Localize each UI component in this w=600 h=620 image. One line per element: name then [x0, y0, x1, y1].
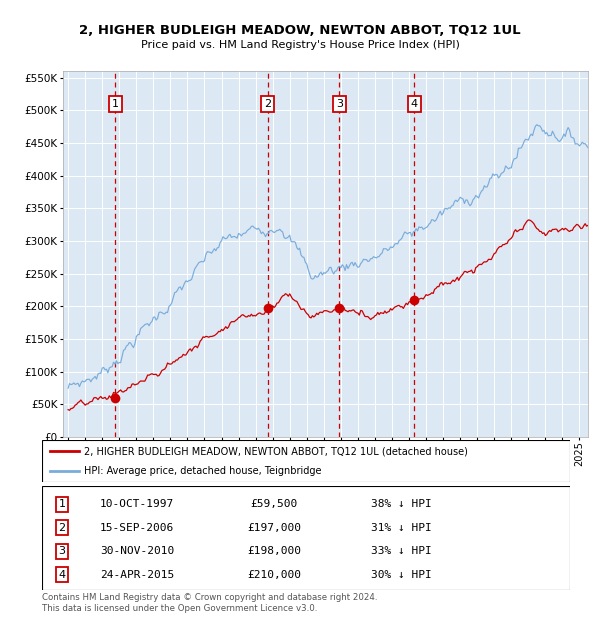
Text: £197,000: £197,000 [247, 523, 301, 533]
Text: 30% ↓ HPI: 30% ↓ HPI [371, 570, 431, 580]
Text: This data is licensed under the Open Government Licence v3.0.: This data is licensed under the Open Gov… [42, 604, 317, 613]
Text: 31% ↓ HPI: 31% ↓ HPI [371, 523, 431, 533]
Text: 4: 4 [59, 570, 65, 580]
Text: 3: 3 [336, 99, 343, 109]
Text: 30-NOV-2010: 30-NOV-2010 [100, 546, 174, 556]
Text: 15-SEP-2006: 15-SEP-2006 [100, 523, 174, 533]
Text: 38% ↓ HPI: 38% ↓ HPI [371, 499, 431, 509]
Text: 2: 2 [264, 99, 271, 109]
Text: £210,000: £210,000 [247, 570, 301, 580]
Text: Contains HM Land Registry data © Crown copyright and database right 2024.: Contains HM Land Registry data © Crown c… [42, 593, 377, 603]
Text: 4: 4 [411, 99, 418, 109]
Text: 33% ↓ HPI: 33% ↓ HPI [371, 546, 431, 556]
Text: 2, HIGHER BUDLEIGH MEADOW, NEWTON ABBOT, TQ12 1UL: 2, HIGHER BUDLEIGH MEADOW, NEWTON ABBOT,… [79, 24, 521, 37]
Text: £59,500: £59,500 [251, 499, 298, 509]
Text: HPI: Average price, detached house, Teignbridge: HPI: Average price, detached house, Teig… [84, 466, 322, 476]
Text: 2: 2 [59, 523, 65, 533]
Text: 24-APR-2015: 24-APR-2015 [100, 570, 174, 580]
Text: 10-OCT-1997: 10-OCT-1997 [100, 499, 174, 509]
Text: 3: 3 [59, 546, 65, 556]
Text: Price paid vs. HM Land Registry's House Price Index (HPI): Price paid vs. HM Land Registry's House … [140, 40, 460, 50]
Text: 1: 1 [59, 499, 65, 509]
Text: 2, HIGHER BUDLEIGH MEADOW, NEWTON ABBOT, TQ12 1UL (detached house): 2, HIGHER BUDLEIGH MEADOW, NEWTON ABBOT,… [84, 446, 468, 456]
Text: 1: 1 [112, 99, 119, 109]
Text: £198,000: £198,000 [247, 546, 301, 556]
